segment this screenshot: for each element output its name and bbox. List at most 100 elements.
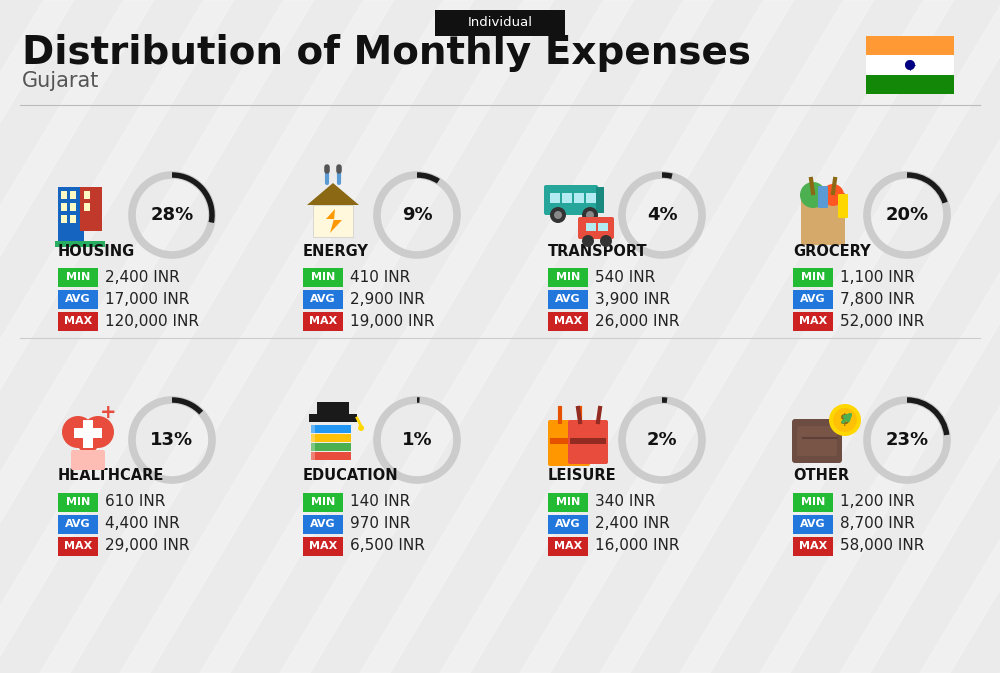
Text: 58,000 INR: 58,000 INR [840, 538, 924, 553]
Text: OTHER: OTHER [793, 468, 849, 483]
FancyBboxPatch shape [548, 289, 588, 308]
FancyBboxPatch shape [80, 187, 102, 231]
FancyBboxPatch shape [818, 186, 828, 208]
Text: 4%: 4% [647, 206, 677, 224]
Text: MIN: MIN [66, 497, 90, 507]
FancyBboxPatch shape [55, 241, 105, 247]
Text: TRANSPORT: TRANSPORT [548, 244, 648, 258]
FancyBboxPatch shape [548, 312, 588, 330]
FancyBboxPatch shape [70, 215, 76, 223]
FancyBboxPatch shape [311, 425, 351, 433]
Text: AVG: AVG [555, 294, 581, 304]
FancyBboxPatch shape [550, 193, 560, 203]
Text: MAX: MAX [64, 316, 92, 326]
FancyBboxPatch shape [866, 75, 954, 94]
Circle shape [800, 182, 826, 208]
FancyBboxPatch shape [801, 193, 845, 201]
FancyBboxPatch shape [548, 420, 590, 466]
Text: LEISURE: LEISURE [548, 468, 617, 483]
FancyBboxPatch shape [311, 452, 351, 460]
Circle shape [62, 416, 94, 448]
Polygon shape [326, 209, 342, 233]
Text: 17,000 INR: 17,000 INR [105, 291, 189, 306]
Text: Distribution of Monthly Expenses: Distribution of Monthly Expenses [22, 34, 751, 72]
FancyBboxPatch shape [793, 493, 833, 511]
FancyBboxPatch shape [303, 289, 343, 308]
FancyBboxPatch shape [311, 425, 315, 433]
FancyBboxPatch shape [303, 267, 343, 287]
Text: 2,400 INR: 2,400 INR [105, 269, 180, 285]
FancyBboxPatch shape [61, 191, 67, 199]
Circle shape [550, 207, 566, 223]
Text: 26,000 INR: 26,000 INR [595, 314, 680, 328]
Text: 610 INR: 610 INR [105, 495, 165, 509]
Text: 6,500 INR: 6,500 INR [350, 538, 425, 553]
FancyBboxPatch shape [596, 187, 604, 213]
FancyBboxPatch shape [548, 536, 588, 555]
FancyBboxPatch shape [793, 267, 833, 287]
Polygon shape [64, 432, 112, 458]
FancyBboxPatch shape [586, 223, 596, 231]
Text: Individual: Individual [468, 17, 532, 30]
FancyBboxPatch shape [866, 55, 954, 75]
FancyBboxPatch shape [598, 223, 608, 231]
Text: AVG: AVG [65, 519, 91, 529]
Text: 16,000 INR: 16,000 INR [595, 538, 680, 553]
Text: 19,000 INR: 19,000 INR [350, 314, 434, 328]
FancyBboxPatch shape [74, 428, 102, 438]
Text: Gujarat: Gujarat [22, 71, 99, 91]
FancyBboxPatch shape [550, 438, 588, 444]
Circle shape [586, 211, 594, 219]
Text: 3,900 INR: 3,900 INR [595, 291, 670, 306]
Circle shape [829, 404, 861, 436]
FancyBboxPatch shape [311, 452, 315, 460]
FancyBboxPatch shape [303, 536, 343, 555]
FancyBboxPatch shape [570, 438, 606, 444]
Circle shape [833, 408, 857, 432]
FancyBboxPatch shape [793, 536, 833, 555]
FancyBboxPatch shape [548, 493, 588, 511]
Text: AVG: AVG [800, 294, 826, 304]
Text: AVG: AVG [310, 294, 336, 304]
Text: MIN: MIN [801, 497, 825, 507]
Polygon shape [307, 183, 359, 205]
Text: 13%: 13% [150, 431, 194, 449]
FancyBboxPatch shape [311, 443, 315, 451]
Circle shape [82, 416, 114, 448]
FancyBboxPatch shape [435, 10, 565, 36]
FancyBboxPatch shape [61, 215, 67, 223]
FancyBboxPatch shape [61, 203, 67, 211]
Circle shape [600, 235, 612, 247]
Text: 140 INR: 140 INR [350, 495, 410, 509]
FancyBboxPatch shape [574, 193, 584, 203]
FancyBboxPatch shape [58, 289, 98, 308]
Text: MAX: MAX [799, 541, 827, 551]
FancyBboxPatch shape [83, 420, 93, 448]
Text: MIN: MIN [556, 272, 580, 282]
Text: 1%: 1% [402, 431, 432, 449]
Text: MIN: MIN [801, 272, 825, 282]
FancyBboxPatch shape [317, 402, 349, 414]
Wedge shape [172, 397, 203, 415]
FancyBboxPatch shape [303, 312, 343, 330]
Text: 540 INR: 540 INR [595, 269, 655, 285]
FancyBboxPatch shape [71, 450, 105, 470]
FancyBboxPatch shape [58, 536, 98, 555]
FancyBboxPatch shape [562, 193, 572, 203]
Text: MIN: MIN [556, 497, 580, 507]
Wedge shape [172, 172, 215, 223]
Text: 20%: 20% [885, 206, 929, 224]
FancyBboxPatch shape [70, 203, 76, 211]
FancyBboxPatch shape [578, 217, 614, 239]
FancyBboxPatch shape [58, 514, 98, 534]
Text: 1,200 INR: 1,200 INR [840, 495, 915, 509]
FancyBboxPatch shape [548, 267, 588, 287]
FancyBboxPatch shape [838, 194, 848, 218]
Text: MAX: MAX [799, 316, 827, 326]
FancyBboxPatch shape [792, 419, 842, 463]
Text: +: + [100, 402, 116, 421]
Text: 970 INR: 970 INR [350, 516, 410, 532]
Text: 7,800 INR: 7,800 INR [840, 291, 915, 306]
Text: 340 INR: 340 INR [595, 495, 655, 509]
Text: 23%: 23% [885, 431, 929, 449]
